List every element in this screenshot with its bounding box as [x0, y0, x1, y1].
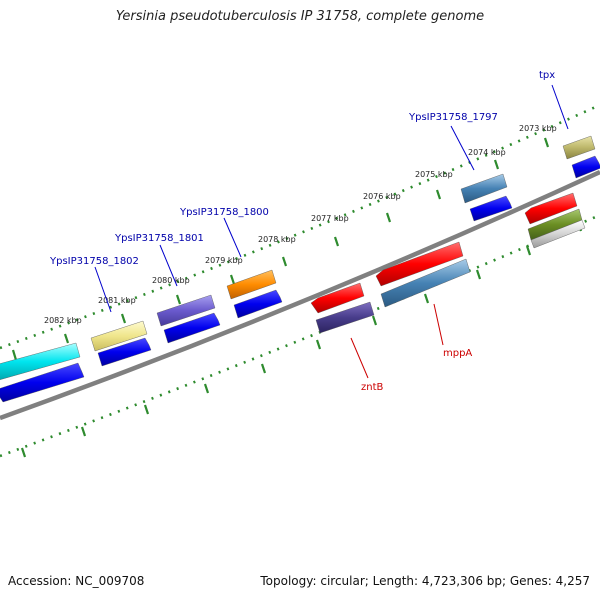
genome-stats-label: Topology: circular; Length: 4,723,306 bp… [260, 574, 590, 588]
tick-label-2080: 2080 kbp [152, 276, 190, 285]
leader-ypsip-1800 [223, 217, 242, 258]
cds-arrow-1[interactable] [0, 362, 85, 403]
tick-label-2076: 2076 kbp [363, 192, 401, 201]
gene-leader-lines [94, 84, 569, 379]
feature-bar-olive-tpx[interactable] [562, 135, 596, 160]
feature-arrow-red-mppA[interactable] [375, 241, 464, 287]
outer-ruler-major-ticks [11, 137, 550, 361]
genome-backbone [0, 169, 600, 421]
gene-label-mppA[interactable]: mppA [443, 348, 472, 359]
gene-label-tpx[interactable]: tpx [539, 70, 555, 81]
feature-arrow-red-zntB[interactable] [310, 282, 365, 314]
gene-label-ypsip-1802[interactable]: YpsIP31758_1802 [49, 256, 139, 267]
accession-label: Accession: NC_009708 [8, 574, 145, 588]
leader-ypsip-1797 [450, 125, 475, 171]
cds-arrow-ypsip-1802[interactable] [97, 337, 152, 367]
leader-zntB [350, 337, 369, 379]
feature-bar-cyan[interactable] [0, 342, 81, 380]
kbp-tick-labels: 2073 kbp 2074 kbp 2075 kbp 2076 kbp 2077… [44, 124, 557, 325]
cds-arrow-ypsip-1801[interactable] [163, 312, 221, 344]
feature-bar-steel-mppA[interactable] [380, 258, 471, 308]
feature-arrow-red-right[interactable] [524, 192, 578, 225]
feature-bar-orange[interactable] [226, 269, 277, 300]
cds-arrow-tpx[interactable] [571, 155, 600, 179]
feature-bar-navy-zntB[interactable] [315, 301, 375, 334]
tick-label-2074: 2074 kbp [468, 148, 506, 157]
gene-label-zntB[interactable]: zntB [361, 382, 384, 393]
reverse-feature-bars [310, 192, 586, 334]
leader-ypsip-1801 [159, 244, 178, 287]
outer-ruler-dots [0, 103, 600, 350]
gene-label-ypsip-1800[interactable]: YpsIP31758_1800 [179, 207, 269, 218]
feature-bar-steel-1797[interactable] [460, 173, 508, 204]
tick-label-2073: 2073 kbp [519, 124, 557, 133]
gene-labels: tpx YpsIP31758_1797 YpsIP31758_1800 YpsI… [49, 70, 555, 393]
gene-label-ypsip-1797[interactable]: YpsIP31758_1797 [408, 112, 498, 123]
forward-feature-bars [0, 135, 600, 403]
tick-label-2078: 2078 kbp [258, 235, 296, 244]
tick-label-2082: 2082 kbp [44, 316, 82, 325]
leader-ypsip-1802 [94, 266, 112, 313]
map-title: Yersinia pseudotuberculosis IP 31758, co… [115, 9, 485, 24]
feature-bar-khaki[interactable] [90, 320, 148, 352]
feature-bar-slate[interactable] [156, 294, 216, 327]
inner-ruler-dots [0, 213, 600, 458]
tick-label-2079: 2079 kbp [205, 256, 243, 265]
gene-label-ypsip-1801[interactable]: YpsIP31758_1801 [114, 233, 204, 244]
cds-arrow-ypsip-1797[interactable] [469, 195, 513, 222]
tick-label-2081: 2081 kbp [98, 296, 136, 305]
leader-mppA [433, 303, 444, 346]
cds-arrow-ypsip-1800[interactable] [233, 289, 283, 319]
tick-label-2075: 2075 kbp [415, 170, 453, 179]
tick-label-2077: 2077 kbp [311, 214, 349, 223]
feature-bar-silver-right[interactable] [530, 219, 586, 249]
leader-tpx [551, 84, 569, 130]
